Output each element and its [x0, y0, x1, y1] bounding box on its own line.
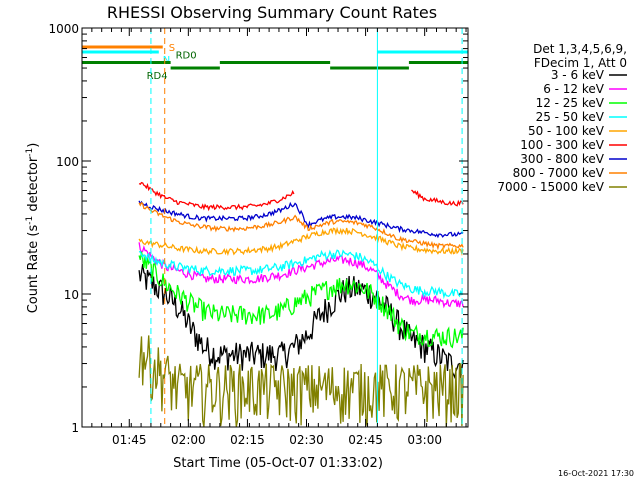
- legend-header-line-2: FDecim 1, Att 0: [534, 56, 627, 70]
- legend-entry-label: 50 - 100 keV: [528, 124, 605, 138]
- status-bars: SN RD0 RD4: [82, 43, 468, 82]
- status-bar-s-label: S: [169, 43, 175, 54]
- series-line-7: [138, 201, 464, 251]
- status-bar-rd0-label: RD0: [176, 51, 197, 62]
- x-tick-label: 02:15: [230, 433, 265, 447]
- y-tick-label: 1000: [48, 22, 79, 36]
- series-line-3: [138, 249, 464, 300]
- y-axis-label: Count Rate (s-1 detector-1): [25, 143, 41, 314]
- legend: Det 1,3,4,5,6,9, FDecim 1, Att 0 3 - 6 k…: [497, 42, 627, 194]
- series-line-8: [138, 335, 464, 427]
- footer-date: 16-Oct-2021 17:30: [558, 469, 634, 478]
- chart-title: RHESSI Observing Summary Count Rates: [107, 3, 437, 22]
- legend-entry-label: 25 - 50 keV: [536, 110, 605, 124]
- series-line-5-part1: [411, 189, 464, 207]
- x-tick-label: 02:00: [171, 433, 206, 447]
- x-tick-label: 03:00: [407, 433, 442, 447]
- y-axis: 1 10 100 1000: [48, 22, 468, 435]
- status-bar-rd4-label: RD4: [147, 71, 168, 82]
- x-tick-label: 01:45: [112, 433, 147, 447]
- legend-entry-label: 12 - 25 keV: [536, 96, 605, 110]
- legend-entry-label: 800 - 7000 keV: [513, 166, 605, 180]
- legend-entry-label: 3 - 6 keV: [551, 68, 605, 82]
- x-tick-label: 02:45: [348, 433, 383, 447]
- series-line-5: [138, 181, 295, 212]
- plot-frame: [81, 27, 469, 428]
- legend-header-line-1: Det 1,3,4,5,6,9,: [533, 42, 627, 56]
- series-line-2: [138, 251, 464, 349]
- x-tick-label: 02:30: [289, 433, 324, 447]
- x-axis: 01:45 02:00 02:15 02:30 02:45 03:00: [81, 28, 467, 447]
- y-tick-label: 1: [71, 421, 79, 435]
- legend-entry-label: 6 - 12 keV: [543, 82, 605, 96]
- legend-entry-label: 100 - 300 keV: [520, 138, 604, 152]
- series-line-6: [138, 200, 464, 239]
- series-line-0: [138, 264, 464, 379]
- series-line-1: [138, 242, 464, 309]
- x-axis-label: Start Time (05-Oct-07 01:33:02): [173, 456, 383, 471]
- legend-entry-label: 300 - 800 keV: [520, 152, 604, 166]
- status-bar-n-label: N: [163, 55, 170, 66]
- vertical-markers: [150, 28, 463, 427]
- series-layer: [138, 181, 464, 427]
- legend-entry-label: 7000 - 15000 keV: [497, 180, 604, 194]
- y-tick-label: 10: [64, 288, 79, 302]
- y-tick-label: 100: [56, 155, 79, 169]
- series-line-4: [138, 226, 464, 257]
